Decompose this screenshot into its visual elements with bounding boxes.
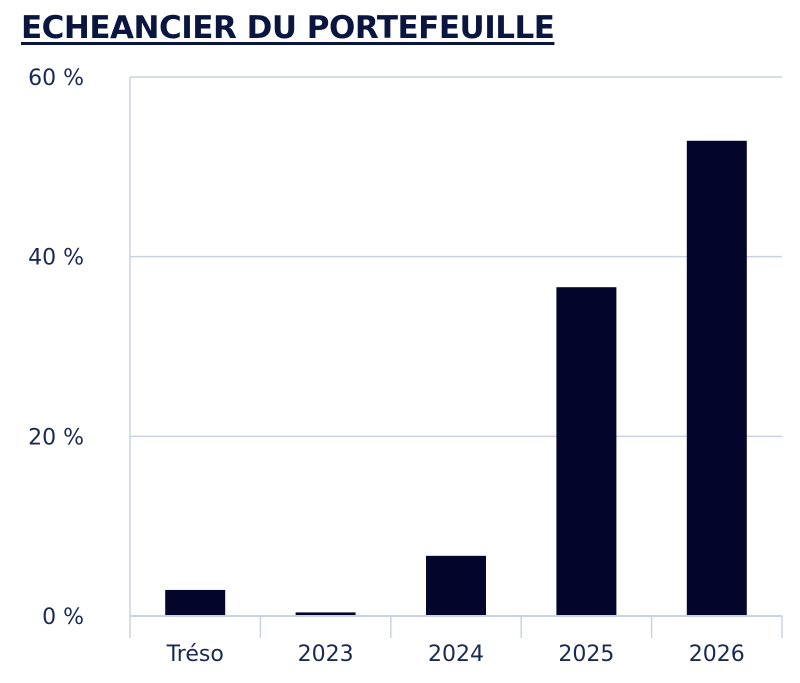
chart-title: ECHEANCIER DU PORTEFEUILLE — [21, 10, 555, 46]
x-tick-label: Tréso — [166, 642, 224, 667]
x-tick-label: 2023 — [298, 642, 354, 667]
y-tick-label: 0 % — [42, 605, 84, 630]
x-tick-label: 2025 — [558, 642, 614, 667]
y-tick-label: 40 % — [28, 246, 84, 271]
bar-2026 — [686, 140, 747, 616]
bar-2023 — [295, 612, 356, 616]
y-tick-label: 20 % — [28, 425, 84, 450]
x-tick-label: 2026 — [689, 642, 745, 667]
bar-tréso — [165, 589, 226, 616]
bar-2025 — [556, 287, 617, 616]
y-tick-label: 60 % — [28, 66, 84, 91]
bar-2024 — [426, 555, 486, 616]
x-tick-label: 2024 — [428, 642, 484, 667]
gridlines — [129, 76, 782, 616]
x-axis — [129, 615, 783, 638]
y-axis-tick-labels: 0 % 20 % 40 % 60 % — [28, 66, 84, 630]
x-axis-tick-labels: Tréso 2023 2024 2025 2026 — [166, 642, 745, 667]
bars — [165, 140, 747, 616]
